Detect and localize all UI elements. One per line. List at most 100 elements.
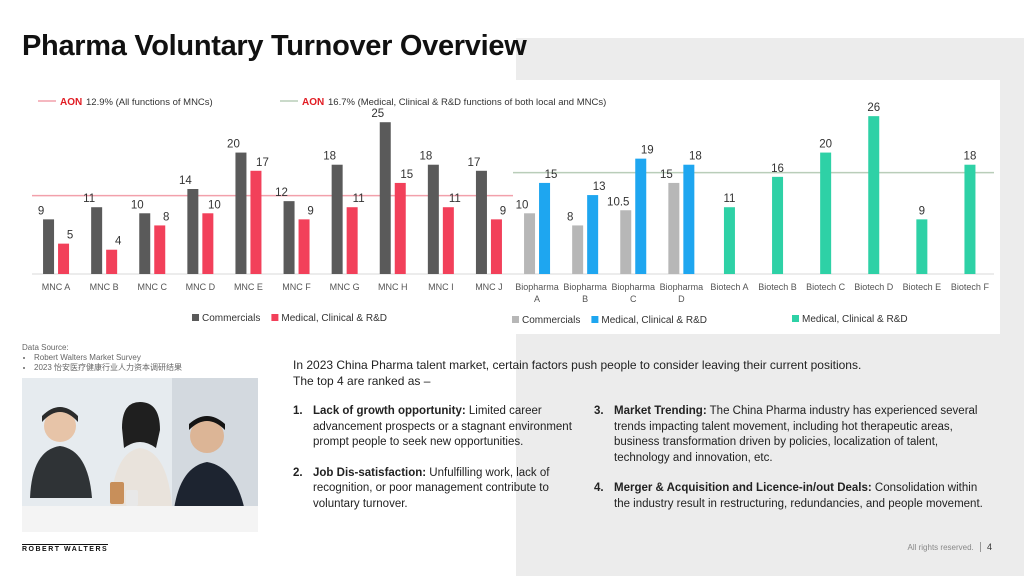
category-label: Biotech E: [903, 282, 942, 292]
aon-brand: AON: [60, 97, 82, 108]
intro-line-1: In 2023 China Pharma talent market, cert…: [293, 358, 862, 372]
data-label: 5: [67, 230, 73, 242]
reason-text: The China Pharma industry has experience…: [614, 405, 978, 464]
data-label: 19: [641, 145, 654, 157]
chart-bar: [58, 243, 70, 274]
reason-number: 2.: [293, 466, 303, 479]
legend-swatch: [591, 316, 599, 323]
chart-bar: [154, 225, 166, 274]
chart-bar: [868, 116, 880, 274]
data-source-item: Robert Walters Market Survey: [34, 353, 182, 363]
category-label: Biopharma: [611, 282, 655, 292]
data-label: 9: [919, 205, 925, 217]
chart-bar: [620, 210, 632, 274]
office-team-illustration: [22, 378, 258, 532]
data-label: 17: [468, 157, 481, 169]
chart-bar: [635, 158, 647, 274]
data-label: 10: [208, 199, 221, 211]
reason-item: 1. Lack of growth opportunity: Limited c…: [293, 404, 583, 451]
legend-swatch: [512, 316, 519, 323]
data-label: 13: [593, 181, 606, 193]
chart-bar: [442, 207, 454, 274]
data-label: 9: [500, 205, 506, 217]
chart-bar: [91, 207, 103, 274]
category-label: MNC J: [475, 282, 503, 292]
reason-label: Job Dis-satisfaction:: [313, 466, 427, 479]
data-label: 10.5: [607, 196, 629, 208]
reference-legend-label: 16.7% (Medical, Clinical & R&D functions…: [328, 97, 606, 108]
category-label: MNC E: [234, 282, 263, 292]
rights-text: All rights reserved.: [907, 543, 974, 552]
category-label: A: [534, 294, 540, 304]
category-label: Biotech B: [758, 282, 797, 292]
aon-brand: AON: [302, 97, 324, 108]
category-label: MNC A: [42, 282, 71, 292]
chart-bar: [250, 170, 262, 274]
intro-line-2: The top 4 are ranked as –: [293, 374, 431, 388]
data-label: 14: [179, 175, 192, 187]
chart-bar: [187, 189, 199, 274]
data-label: 11: [353, 193, 365, 205]
data-label: 15: [660, 169, 673, 181]
reason-number: 4.: [594, 482, 604, 494]
data-label: 18: [419, 151, 432, 163]
category-label: Biotech D: [854, 282, 894, 292]
data-label: 18: [964, 151, 977, 163]
chart-bar: [490, 219, 502, 274]
robert-walters-logo: ROBERT WALTERS: [22, 544, 109, 553]
chart-bar: [964, 164, 976, 274]
chart-bar: [331, 164, 343, 274]
category-label: B: [582, 294, 588, 304]
page-number: 4: [979, 542, 992, 552]
chart-bar: [139, 213, 151, 274]
category-label: MNC G: [330, 282, 360, 292]
reason-number: 1.: [293, 405, 303, 417]
data-label: 17: [256, 157, 269, 169]
category-label: Biopharma: [515, 282, 559, 292]
chart-bar: [539, 182, 551, 274]
footer: All rights reserved. 4: [907, 542, 992, 552]
legend-label: Commercials: [202, 313, 260, 324]
data-label: 16: [771, 163, 784, 175]
category-label: MNC D: [186, 282, 216, 292]
chart-bar: [683, 164, 695, 274]
chart-card: 9 5 MNC A 11 4 MNC B 10 8 MNC C 14 10 MNC D 20 17 MNC …: [22, 80, 1000, 334]
legend-label: Medical, Clinical & R&D: [281, 313, 387, 324]
legend-label: Medical, Clinical & R&D: [601, 315, 707, 326]
chart-bar: [346, 207, 358, 274]
data-label: 18: [689, 151, 702, 163]
chart-bar: [587, 195, 599, 274]
category-label: Biotech C: [806, 282, 846, 292]
category-label: C: [630, 294, 637, 304]
team-photo: [22, 378, 258, 532]
reason-text: Unfulfilling work, lack of recognition, …: [313, 466, 550, 510]
reason-label: Market Trending:: [614, 405, 707, 417]
chart-bar: [202, 213, 214, 274]
chart-bar: [283, 201, 295, 274]
chart-bar: [394, 182, 406, 274]
data-label: 10: [131, 199, 144, 211]
chart-bar: [572, 225, 584, 274]
data-label: 8: [567, 211, 573, 223]
chart-bar: [475, 170, 487, 274]
chart-bar: [43, 219, 55, 274]
reason-item: 3. Market Trending: The China Pharma ind…: [594, 404, 984, 466]
legend-swatch: [192, 314, 199, 321]
reason-number: 3.: [594, 405, 604, 417]
chart-bar: [723, 207, 735, 274]
data-label: 15: [545, 169, 558, 181]
reason-text: Limited career advancement prospects or …: [313, 405, 572, 448]
data-label: 8: [163, 211, 169, 223]
reason-text: Consolidation within the industry result…: [614, 482, 983, 510]
reason-label: Lack of growth opportunity:: [313, 405, 466, 417]
reason-label: Merger & Acquisition and Licence-in/out …: [614, 482, 872, 494]
category-label: Biotech A: [710, 282, 748, 292]
legend-label: Medical, Clinical & R&D: [802, 314, 908, 325]
data-label: 9: [307, 205, 313, 217]
data-source-item: 2023 怡安医疗健康行业人力资本调研结果: [34, 363, 182, 373]
category-label: MNC B: [90, 282, 119, 292]
category-label: MNC F: [282, 282, 311, 292]
chart-bar: [379, 122, 391, 274]
data-label: 20: [227, 139, 240, 151]
data-label: 4: [115, 236, 122, 248]
